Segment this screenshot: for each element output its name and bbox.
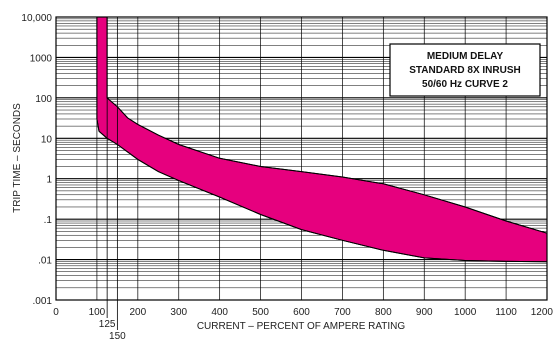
legend: MEDIUM DELAY STANDARD 8X INRUSH 50/60 Hz…	[389, 43, 541, 97]
y-tick-label: 10,000	[21, 13, 52, 24]
x-tick-label-900: 900	[416, 307, 433, 318]
y-tick-label: .01	[38, 256, 52, 267]
y-tick-label: .1	[44, 215, 53, 226]
y-tick-label: 1000	[30, 53, 53, 64]
x-tick-label-400: 400	[211, 307, 228, 318]
x-extra-tick-label-150: 150	[109, 331, 126, 342]
legend-line-2: STANDARD 8X INRUSH	[409, 65, 521, 76]
x-tick-label-700: 700	[334, 307, 351, 318]
x-tick-label-1200: 1200	[531, 307, 553, 318]
x-tick-label-300: 300	[170, 307, 187, 318]
legend-box	[389, 43, 541, 97]
plot-frame	[55, 16, 548, 301]
x-tick-label-500: 500	[252, 307, 269, 318]
x-tick-label-800: 800	[375, 307, 392, 318]
x-extra-tick-label-125: 125	[99, 319, 116, 330]
lower-curve-line	[96, 17, 548, 263]
legend-line-3: 50/60 Hz CURVE 2	[422, 79, 508, 90]
legend-line-1: MEDIUM DELAY	[427, 51, 504, 62]
x-axis-title: CURRENT – PERCENT OF AMPERE RATING	[197, 321, 406, 332]
y-tick-label: 1	[46, 175, 52, 186]
y-tick-label: .001	[33, 296, 53, 307]
x-tick-label-600: 600	[293, 307, 310, 318]
y-tick-labels: .001 .01 .1 1 10 100 1000 10,000	[21, 13, 52, 307]
x-tick-label-0: 0	[53, 307, 59, 318]
upper-curve-line	[106, 17, 548, 234]
x-tick-label-100: 100	[89, 307, 106, 318]
trip-band	[96, 16, 548, 263]
x-tick-label-1000: 1000	[454, 307, 477, 318]
x-tick-label-200: 200	[129, 307, 146, 318]
y-axis-title: TRIP TIME – SECONDS	[12, 103, 23, 213]
extra-tick-lines	[106, 17, 118, 330]
y-tick-label: 100	[35, 94, 52, 105]
x-tick-label-1100: 1100	[495, 307, 517, 318]
y-tick-label: 10	[41, 134, 53, 145]
